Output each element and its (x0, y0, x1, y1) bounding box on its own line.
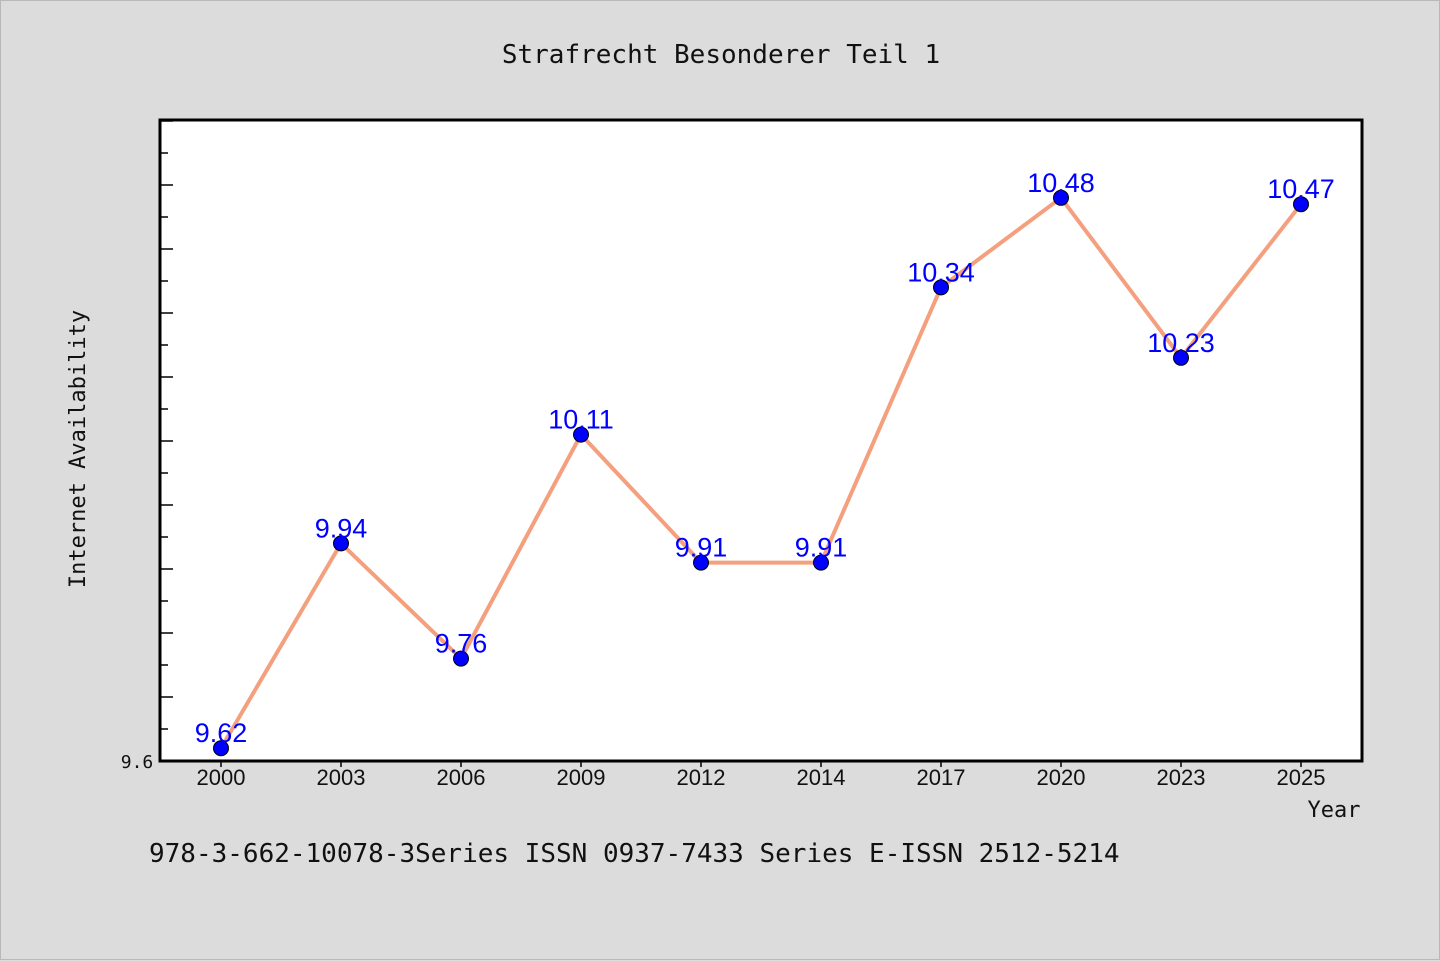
data-label: 9.62 (195, 718, 248, 748)
x-tick-label: 2025 (1277, 765, 1326, 790)
data-point (1173, 349, 1189, 366)
data-point (933, 279, 949, 296)
chart-title: Strafrecht Besonderer Teil 1 (502, 40, 940, 70)
y-axis-label: Internet Availability (66, 310, 91, 588)
footer-text: 978-3-662-10078-3Series ISSN 0937-7433 S… (149, 839, 1120, 869)
y-tick-label: 9.6 (121, 752, 154, 773)
data-label: 9.76 (435, 629, 488, 659)
data-point (693, 554, 709, 571)
y-axis-ticks (161, 120, 173, 762)
series-markers (213, 189, 1309, 757)
data-label: 10.47 (1267, 174, 1335, 204)
series-line (219, 195, 1303, 750)
data-point (1293, 196, 1309, 213)
x-tick-label: 2006 (437, 765, 486, 790)
data-label: 9.94 (315, 513, 368, 543)
data-point (573, 426, 589, 443)
x-tick-label: 2000 (197, 765, 246, 790)
series-polyline (219, 195, 1303, 750)
x-tick-label: 2014 (797, 765, 846, 790)
plot-area (158, 118, 1364, 763)
x-tick-label: 2009 (557, 765, 606, 790)
data-point (453, 650, 469, 667)
data-label: 9.91 (795, 533, 848, 563)
data-label: 10.48 (1027, 168, 1095, 198)
data-label: 10.11 (548, 405, 614, 435)
data-point (333, 535, 349, 552)
data-label: 10.34 (907, 257, 975, 287)
x-axis-ticks: 2000 2003 2006 2009 2012 2014 2017 2020 2023 2025 (197, 761, 1326, 790)
data-point (813, 554, 829, 571)
x-tick-label: 2017 (917, 765, 966, 790)
data-label: 10.23 (1147, 328, 1215, 358)
data-label: 9.91 (675, 533, 728, 563)
x-tick-label: 2020 (1037, 765, 1086, 790)
x-tick-label: 2023 (1157, 765, 1206, 790)
data-labels: 9.62 9.94 9.76 10.11 9.91 9.91 10.34 10.48 10.23… (195, 168, 1335, 748)
data-point (1053, 189, 1069, 206)
data-point (213, 740, 229, 757)
x-tick-label: 2003 (317, 765, 366, 790)
x-axis-label: Year (1308, 798, 1361, 823)
x-tick-label: 2012 (677, 765, 726, 790)
